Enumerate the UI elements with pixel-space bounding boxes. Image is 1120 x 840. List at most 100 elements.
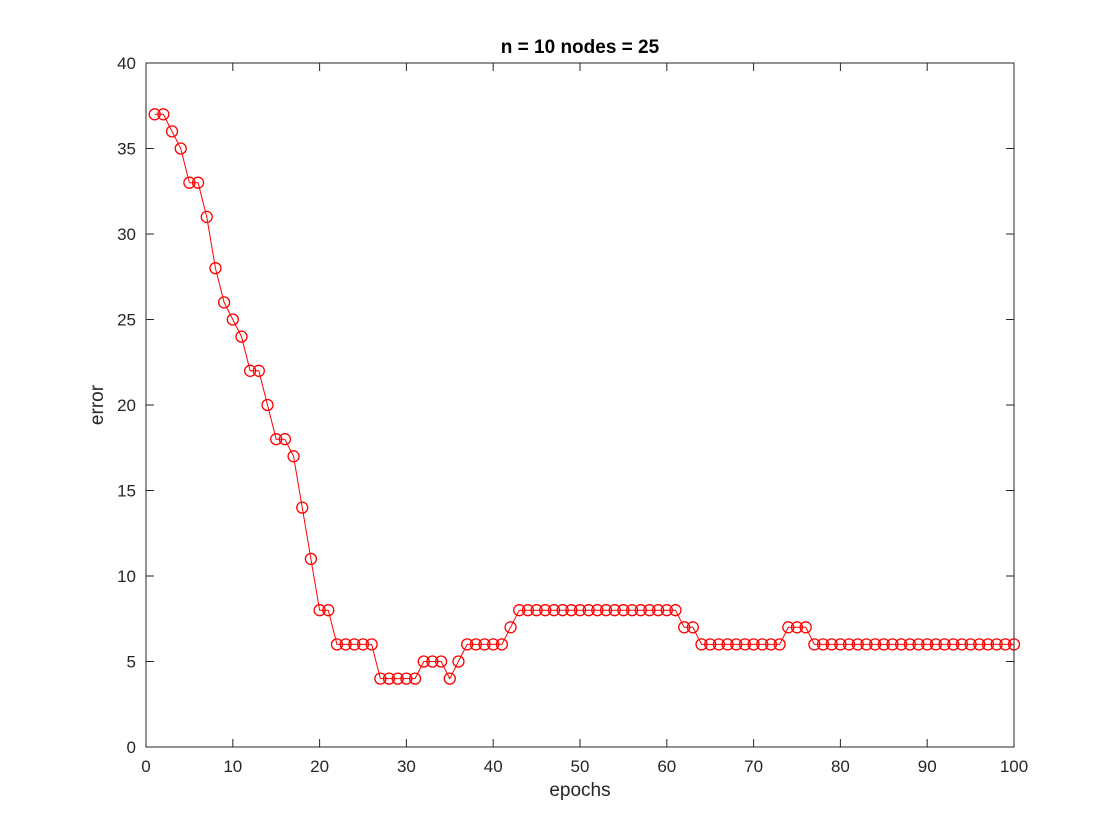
x-tick-label: 20 [310,757,329,776]
series-line [154,113,1014,680]
x-tick-label: 100 [1000,757,1028,776]
data-point [895,638,908,651]
data-point [660,604,673,617]
data-point [287,450,300,463]
x-tick-label: 90 [918,757,937,776]
data-point [165,125,179,138]
data-point [565,604,578,617]
data-point [721,638,734,651]
data-point [270,433,283,446]
ticks-layer: 0 10 20 30 40 50 60 70 80 90 100 0 5 10 15 20 25 30 35 40 [117,54,1028,776]
data-point [226,313,239,326]
data-point [191,176,205,189]
data-point [955,638,969,651]
data-point [400,672,413,685]
y-tick-label: 0 [127,738,136,757]
y-axis-label: error [87,384,108,425]
data-point [712,638,726,651]
data-point [842,638,856,651]
data-point [348,638,361,651]
data-point [330,638,344,651]
series-layer [148,108,1021,685]
data-point [278,433,292,446]
data-point [764,638,778,651]
data-point [174,142,187,155]
data-point [860,638,873,651]
data-point [730,638,743,651]
y-tick-label: 20 [117,396,136,415]
x-tick-label: 30 [397,757,416,776]
data-point [851,638,864,651]
data-point [417,655,430,668]
data-point [929,638,943,651]
data-point [434,655,448,668]
y-tick-label: 40 [117,54,136,73]
data-point [912,638,925,651]
data-point [981,638,995,651]
data-point [469,638,482,651]
data-point [382,672,396,685]
x-tick-label: 80 [831,757,850,776]
data-point [651,604,665,617]
data-point [495,638,509,651]
x-tick-label: 40 [484,757,503,776]
data-point [678,621,691,634]
data-point [322,604,335,617]
x-axis-label: epochs [549,780,610,801]
data-point [339,638,352,651]
data-point [686,621,699,634]
data-point [478,638,491,651]
data-point [747,638,760,651]
data-point [252,364,265,377]
data-point [183,176,196,189]
data-point [313,604,326,617]
data-point [877,638,890,651]
data-point [617,604,630,617]
x-tick-label: 10 [223,757,242,776]
data-point [365,638,378,651]
data-point [704,638,717,651]
data-point [209,262,222,275]
data-point [816,638,830,651]
data-point [426,655,439,668]
data-point [999,638,1012,651]
data-point [148,108,161,121]
data-point [973,638,986,651]
data-point [625,604,639,617]
data-point [391,672,404,685]
data-point [487,638,500,651]
plot-area [146,63,1014,747]
data-point [643,604,656,617]
data-point [374,672,387,685]
data-point [990,638,1003,651]
data-point [868,638,882,651]
data-point [556,604,569,617]
data-point [408,672,422,685]
y-tick-label: 15 [117,482,136,501]
x-tick-label: 0 [141,757,150,776]
data-point [539,604,552,617]
data-point [461,638,474,651]
data-point [608,604,621,617]
x-tick-label: 50 [571,757,590,776]
data-point [947,638,960,651]
data-point [834,638,847,651]
y-tick-label: 25 [117,311,136,330]
data-point [790,621,804,634]
data-point [356,638,370,651]
data-point [443,672,456,685]
data-point [244,364,257,377]
data-point [738,638,752,651]
data-point [200,210,213,224]
data-point [513,604,526,617]
data-point [217,296,231,309]
data-point [547,604,561,617]
data-point [634,604,647,617]
data-point [582,604,595,617]
y-tick-label: 35 [117,140,136,159]
data-point [825,638,838,651]
y-tick-label: 30 [117,225,136,244]
data-point [504,621,517,634]
data-point [773,638,786,651]
data-point [964,638,977,651]
